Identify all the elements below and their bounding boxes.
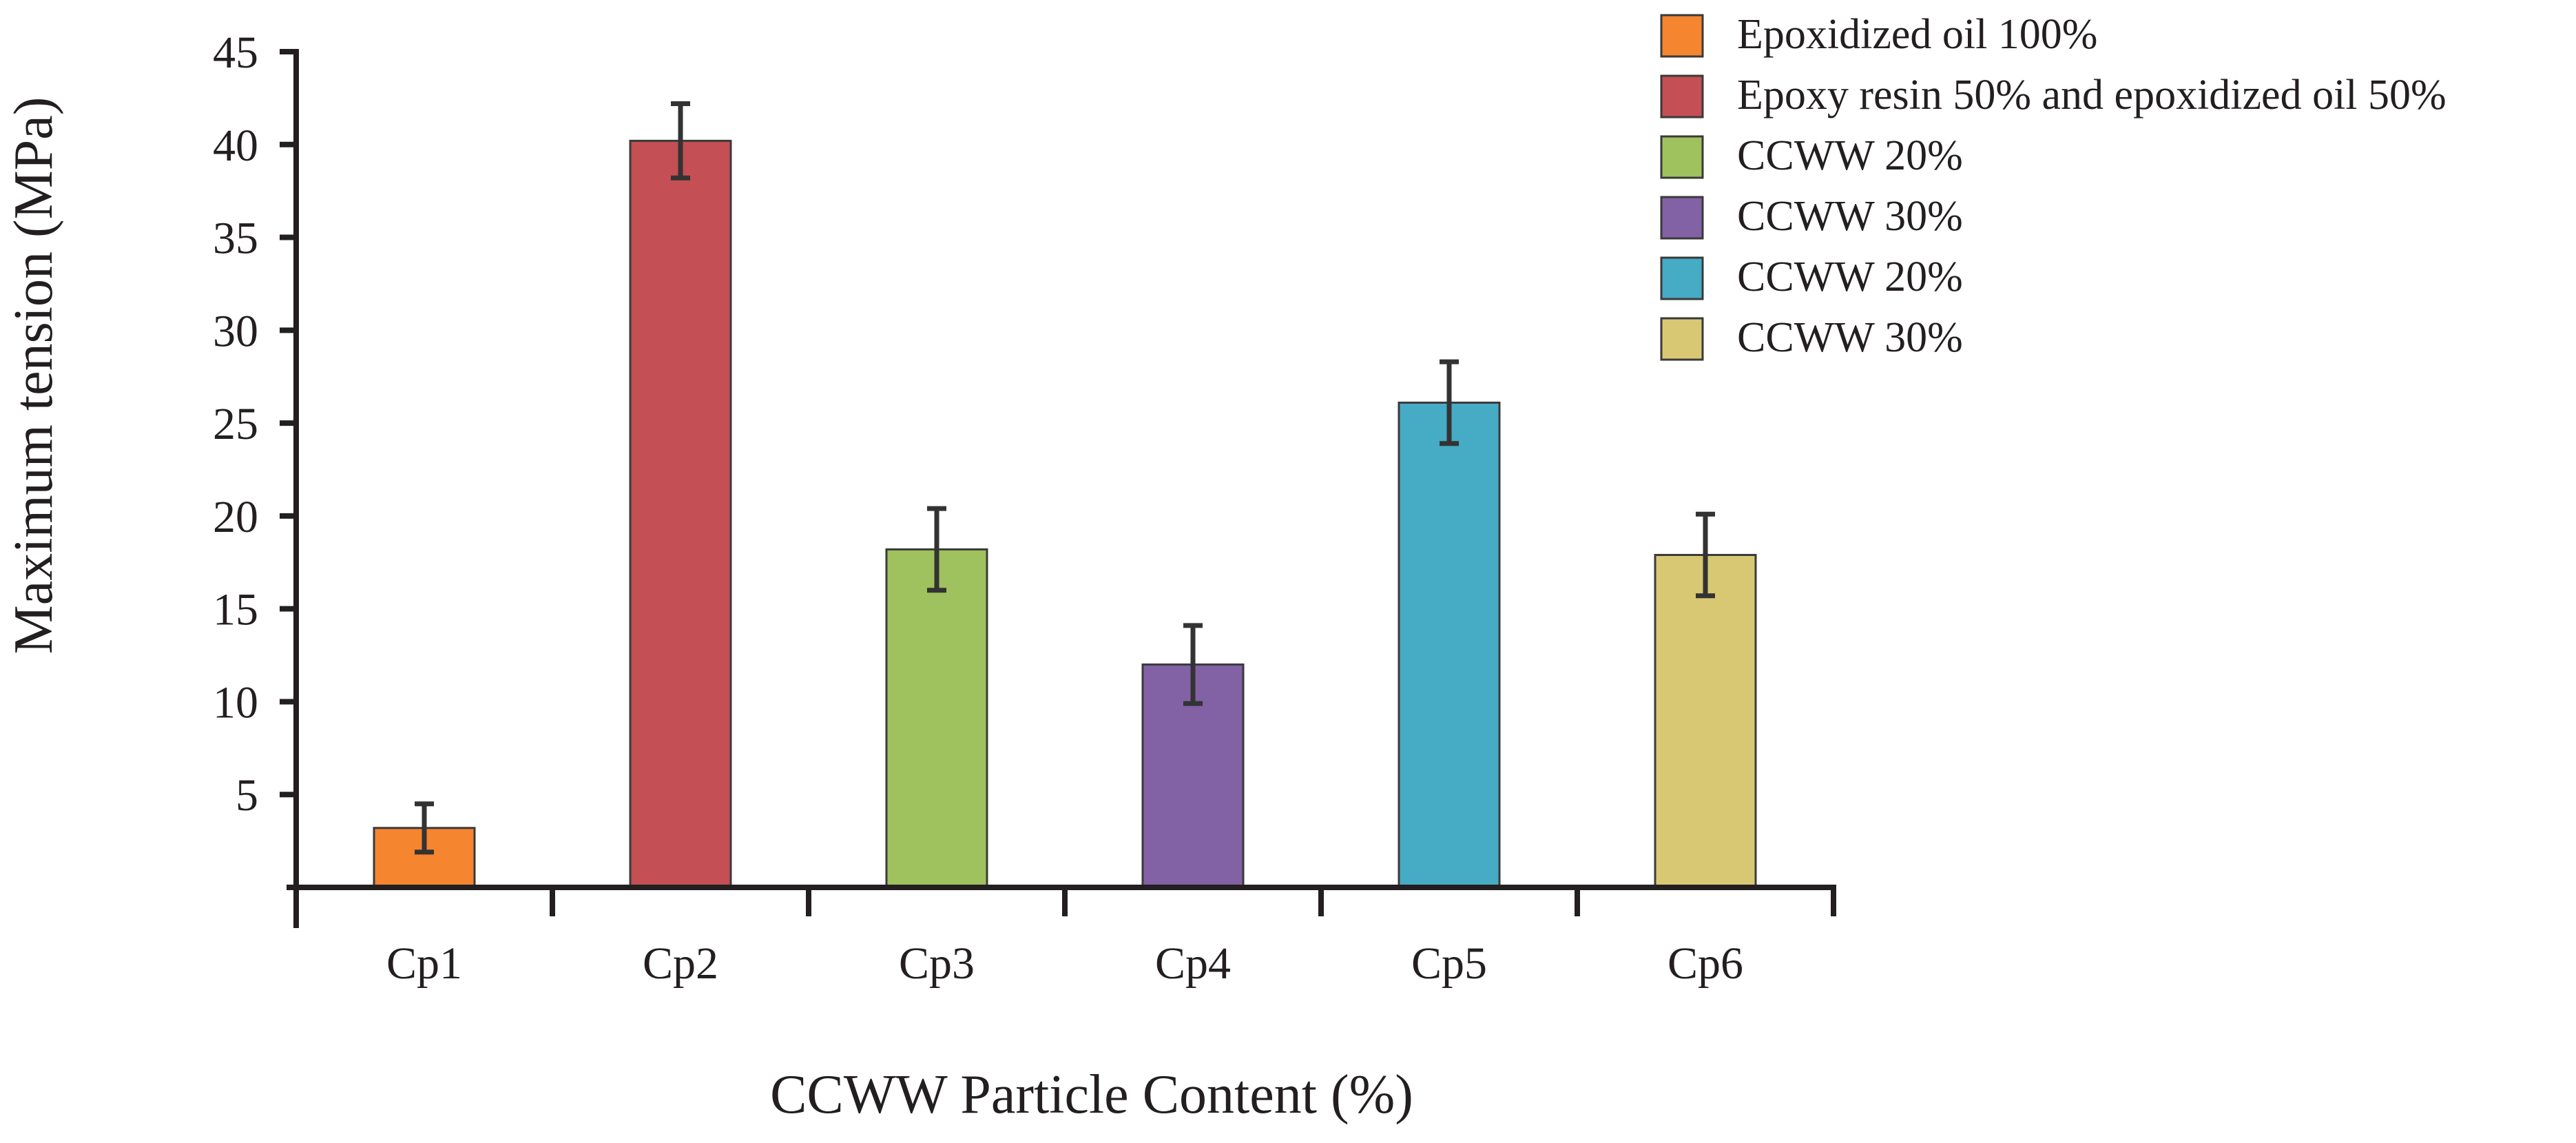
bars-layer (373, 139, 1757, 889)
error-bar-cp1 (415, 801, 434, 855)
bar-cp5 (1398, 401, 1501, 889)
y-tick-label: 30 (213, 306, 258, 356)
legend-swatch (1660, 256, 1704, 300)
error-bars-layer (415, 101, 1715, 855)
legend-item: Epoxidized oil 100% (1660, 11, 2097, 58)
legend-swatch (1660, 135, 1704, 179)
legend-label: CCWW 30% (1737, 314, 1963, 361)
y-tick-label: 40 (213, 121, 258, 171)
y-tick-label: 35 (213, 214, 258, 264)
bar-cp3 (885, 548, 988, 889)
y-tick-label: 10 (213, 677, 258, 728)
bar-cp2 (629, 139, 732, 889)
bar-cp6 (1654, 553, 1757, 889)
error-bar-cp6 (1696, 511, 1715, 599)
x-tick-label: Cp4 (1155, 938, 1231, 989)
legend-item: CCWW 30% (1660, 193, 1963, 240)
legend-item: CCWW 30% (1660, 314, 1963, 361)
y-tick-label: 45 (213, 28, 258, 78)
x-tick-label: Cp1 (386, 938, 462, 989)
error-bar-cp4 (1183, 623, 1203, 706)
x-tick-label: Cp5 (1411, 938, 1487, 989)
x-tick-label: Cp2 (643, 938, 718, 989)
legend-label: Epoxy resin 50% and epoxidized oil 50% (1737, 72, 2447, 119)
legend-swatch (1660, 196, 1704, 240)
legend-swatch (1660, 14, 1704, 58)
legend: Epoxidized oil 100% Epoxy resin 50% and e… (1660, 11, 2447, 361)
y-tick-label: 15 (213, 585, 258, 635)
legend-label: Epoxidized oil 100% (1737, 11, 2097, 58)
y-tick-label: 25 (213, 399, 258, 449)
error-bar-cp5 (1440, 359, 1459, 446)
legend-item: Epoxy resin 50% and epoxidized oil 50% (1660, 72, 2447, 119)
x-tick-label: Cp6 (1668, 938, 1743, 989)
legend-item: CCWW 20% (1660, 132, 1963, 179)
error-bar-cp3 (927, 506, 946, 593)
error-bar-cp2 (671, 101, 690, 181)
legend-label: CCWW 30% (1737, 193, 1963, 240)
tick-labels-layer: Cp1 Cp2 Cp3 Cp4 Cp5 Cp6 5 10 15 20 25 30 35 40 45 (213, 28, 1743, 989)
legend-item: CCWW 20% (1660, 254, 1963, 300)
legend-label: CCWW 20% (1737, 254, 1963, 300)
y-tick-label: 20 (213, 492, 258, 542)
y-axis-title: Maximum tension (MPa) (3, 97, 64, 655)
axes-layer (280, 49, 1836, 928)
legend-swatch (1660, 317, 1704, 361)
x-axis-title: CCWW Particle Content (%) (770, 1064, 1413, 1125)
legend-swatch (1660, 74, 1704, 119)
x-tick-label: Cp3 (899, 938, 975, 989)
y-tick-label: 5 (236, 770, 258, 821)
legend-label: CCWW 20% (1737, 132, 1963, 179)
